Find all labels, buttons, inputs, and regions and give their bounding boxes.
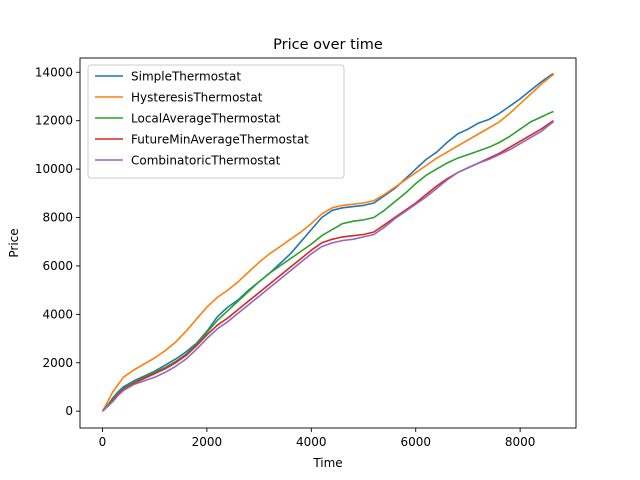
legend: SimpleThermostat HysteresisThermostat Loca… [87, 64, 345, 179]
legend-label-2: LocalAverageThermostat [131, 112, 281, 126]
plot-frame [79, 57, 577, 429]
y-tick-label-7: 14000 [35, 65, 73, 79]
chart-title: Price over time [273, 37, 383, 53]
y-tick-label-4: 8000 [42, 211, 73, 225]
y-axis: 0 2000 4000 6000 8000 10000 12000 14000 [35, 65, 80, 418]
series-line-2 [101, 110, 554, 412]
x-tick-label-4: 8000 [505, 435, 536, 449]
series-line-0 [101, 72, 554, 412]
y-tick-label-0: 0 [65, 404, 73, 418]
y-tick-label-5: 10000 [35, 162, 73, 176]
series-line-1 [101, 74, 554, 412]
x-tick-label-1: 2000 [192, 435, 223, 449]
x-tick-label-2: 4000 [296, 435, 327, 449]
x-tick-label-0: 0 [99, 435, 107, 449]
series-line-4 [101, 121, 554, 412]
y-tick-label-6: 12000 [35, 114, 73, 128]
y-tick-label-2: 4000 [42, 307, 73, 321]
legend-label-3: FutureMinAverageThermostat [131, 133, 309, 147]
y-axis-label: Price [7, 228, 21, 257]
plot-lines [101, 72, 554, 412]
legend-box [87, 64, 345, 179]
legend-label-1: HysteresisThermostat [131, 91, 263, 105]
x-axis-label: Time [312, 456, 342, 470]
legend-label-0: SimpleThermostat [131, 70, 241, 84]
x-axis: 0 2000 4000 6000 8000 [99, 428, 536, 449]
x-tick-label-3: 6000 [400, 435, 431, 449]
y-tick-label-3: 6000 [42, 259, 73, 273]
legend-label-4: CombinatoricThermostat [131, 154, 281, 168]
y-tick-label-1: 2000 [42, 356, 73, 370]
